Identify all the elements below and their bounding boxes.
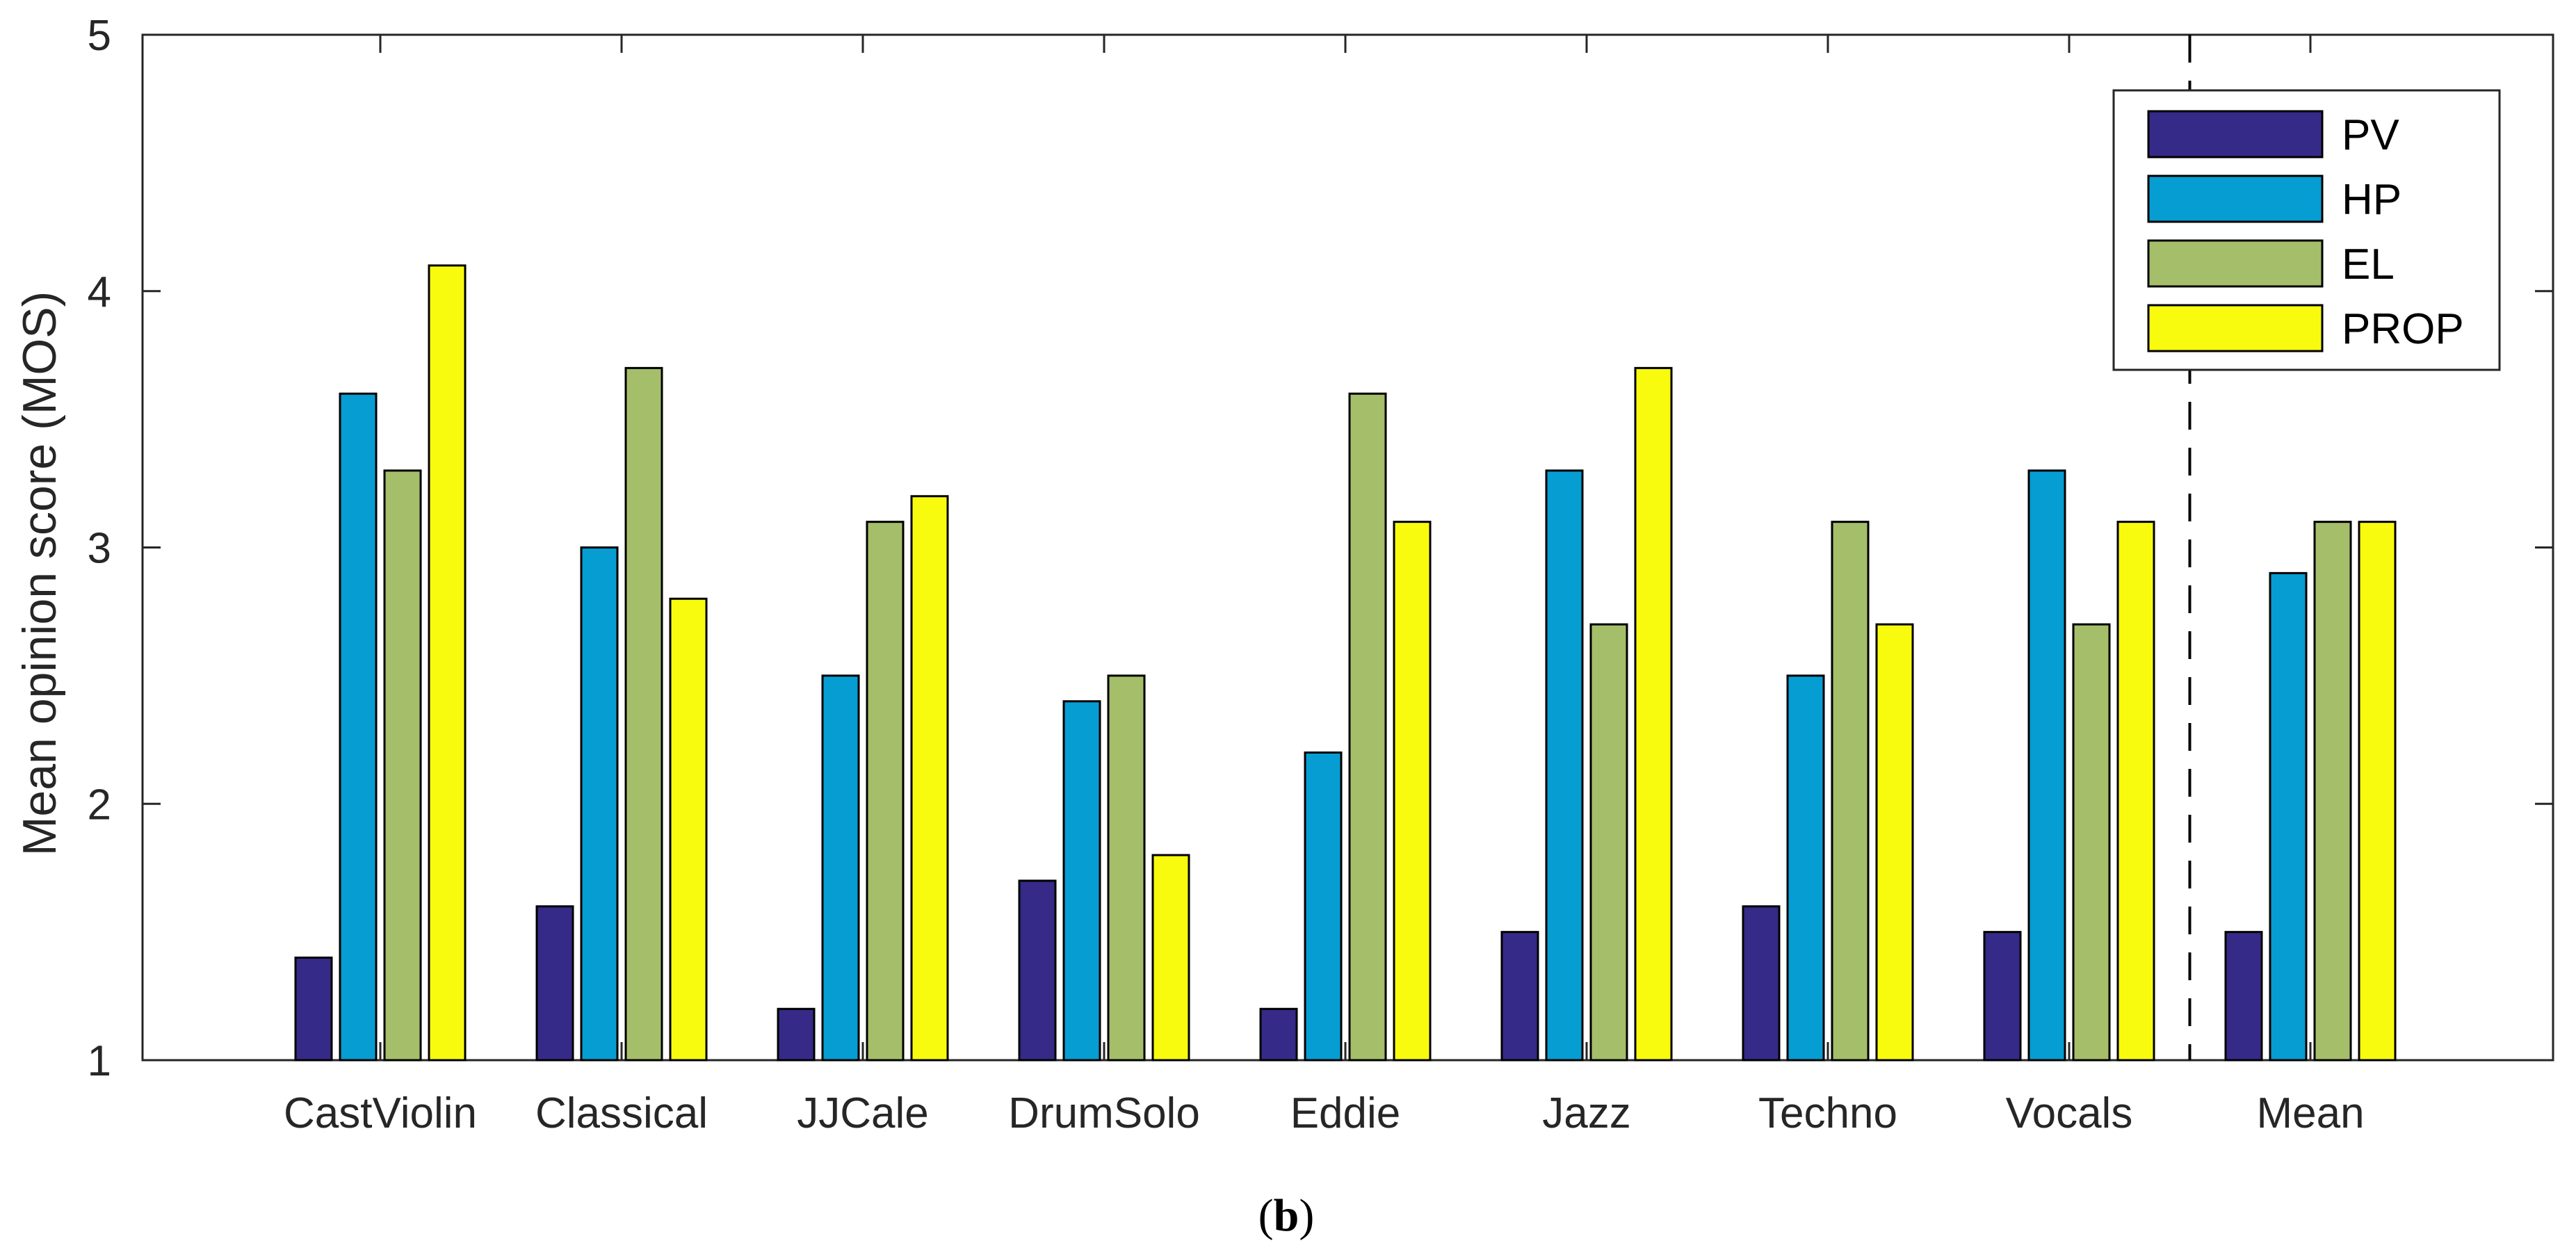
legend-swatch-pv xyxy=(2147,110,2324,159)
y-tick-label-0: 1 xyxy=(88,1037,111,1085)
bar-el-castviolin xyxy=(383,469,422,1062)
x-tick-label-mean: Mean xyxy=(2256,1089,2364,1137)
axis-ticks xyxy=(143,33,2553,1062)
bar-pv-drumsolo xyxy=(1018,879,1057,1062)
y-tick-label-2: 3 xyxy=(88,525,111,573)
bar-el-drumsolo xyxy=(1107,674,1146,1062)
bar-el-classical xyxy=(624,366,663,1062)
bar-el-techno xyxy=(1831,521,1870,1062)
panel-label-close: ) xyxy=(1299,1190,1314,1241)
bar-pv-castviolin xyxy=(294,957,333,1062)
bar-pv-vocals xyxy=(1983,931,2022,1062)
bar-prop-castviolin xyxy=(428,264,467,1062)
bar-el-mean xyxy=(2313,521,2352,1062)
legend-label-pv: PV xyxy=(2342,111,2399,159)
bar-hp-mean xyxy=(2269,571,2308,1062)
y-tick-label-1: 2 xyxy=(88,781,111,829)
legend: PV HP EL PROP xyxy=(2112,89,2501,371)
bar-prop-techno xyxy=(1875,623,1914,1062)
bar-hp-techno xyxy=(1786,674,1825,1062)
x-tick-label-techno: Techno xyxy=(1758,1089,1897,1137)
bar-hp-jjcale xyxy=(821,674,860,1062)
legend-label-el: EL xyxy=(2342,241,2395,289)
bar-prop-mean xyxy=(2358,521,2397,1062)
legend-label-hp: HP xyxy=(2342,176,2401,224)
bar-el-vocals xyxy=(2072,623,2111,1062)
x-tick-label-vocals: Vocals xyxy=(2006,1089,2133,1137)
bar-prop-vocals xyxy=(2116,521,2155,1062)
panel-label-open: ( xyxy=(1258,1190,1274,1241)
legend-label-prop: PROP xyxy=(2342,305,2464,353)
x-tick-labels: CastViolin Classical JJCale DrumSolo Eddie Ja… xyxy=(284,1089,2365,1137)
bar-pv-techno xyxy=(1742,905,1781,1062)
bar-hp-castviolin xyxy=(339,392,378,1062)
bar-hp-eddie xyxy=(1304,752,1343,1062)
x-tick-label-castviolin: CastViolin xyxy=(284,1089,477,1137)
bar-pv-jjcale xyxy=(777,1007,816,1062)
bar-pv-classical xyxy=(535,905,574,1062)
bar-pv-jazz xyxy=(1500,931,1539,1062)
y-tick-label-4: 5 xyxy=(88,12,111,60)
legend-swatch-prop xyxy=(2147,304,2324,352)
x-tick-label-jjcale: JJCale xyxy=(797,1089,929,1137)
panel-label-letter: b xyxy=(1274,1190,1299,1241)
y-axis-title: Mean opinion score (MOS) xyxy=(13,291,66,856)
bar-el-jazz xyxy=(1589,623,1628,1062)
x-tick-label-classical: Classical xyxy=(535,1089,708,1137)
x-tick-label-jazz: Jazz xyxy=(1542,1089,1630,1137)
x-tick-label-eddie: Eddie xyxy=(1290,1089,1401,1137)
bar-prop-drumsolo xyxy=(1151,854,1190,1062)
bars xyxy=(294,264,2397,1062)
bar-pv-mean xyxy=(2224,931,2263,1062)
bar-el-jjcale xyxy=(866,521,905,1062)
bar-hp-vocals xyxy=(2027,469,2066,1062)
legend-swatch-el xyxy=(2147,239,2324,288)
bar-prop-jazz xyxy=(1634,366,1673,1062)
x-tick-label-drumsolo: DrumSolo xyxy=(1008,1089,1200,1137)
bar-hp-jazz xyxy=(1545,469,1584,1062)
bar-hp-drumsolo xyxy=(1062,700,1101,1062)
legend-swatch-hp xyxy=(2147,174,2324,223)
bar-prop-eddie xyxy=(1393,521,1432,1062)
y-tick-label-3: 4 xyxy=(88,268,111,316)
y-tick-labels: 1 2 3 4 5 xyxy=(88,12,111,1085)
panel-label: (b) xyxy=(1258,1190,1315,1241)
bar-hp-classical xyxy=(580,546,619,1062)
bar-prop-jjcale xyxy=(910,495,949,1062)
bar-el-eddie xyxy=(1348,392,1387,1062)
bar-prop-classical xyxy=(669,597,708,1062)
bar-pv-eddie xyxy=(1259,1007,1298,1062)
